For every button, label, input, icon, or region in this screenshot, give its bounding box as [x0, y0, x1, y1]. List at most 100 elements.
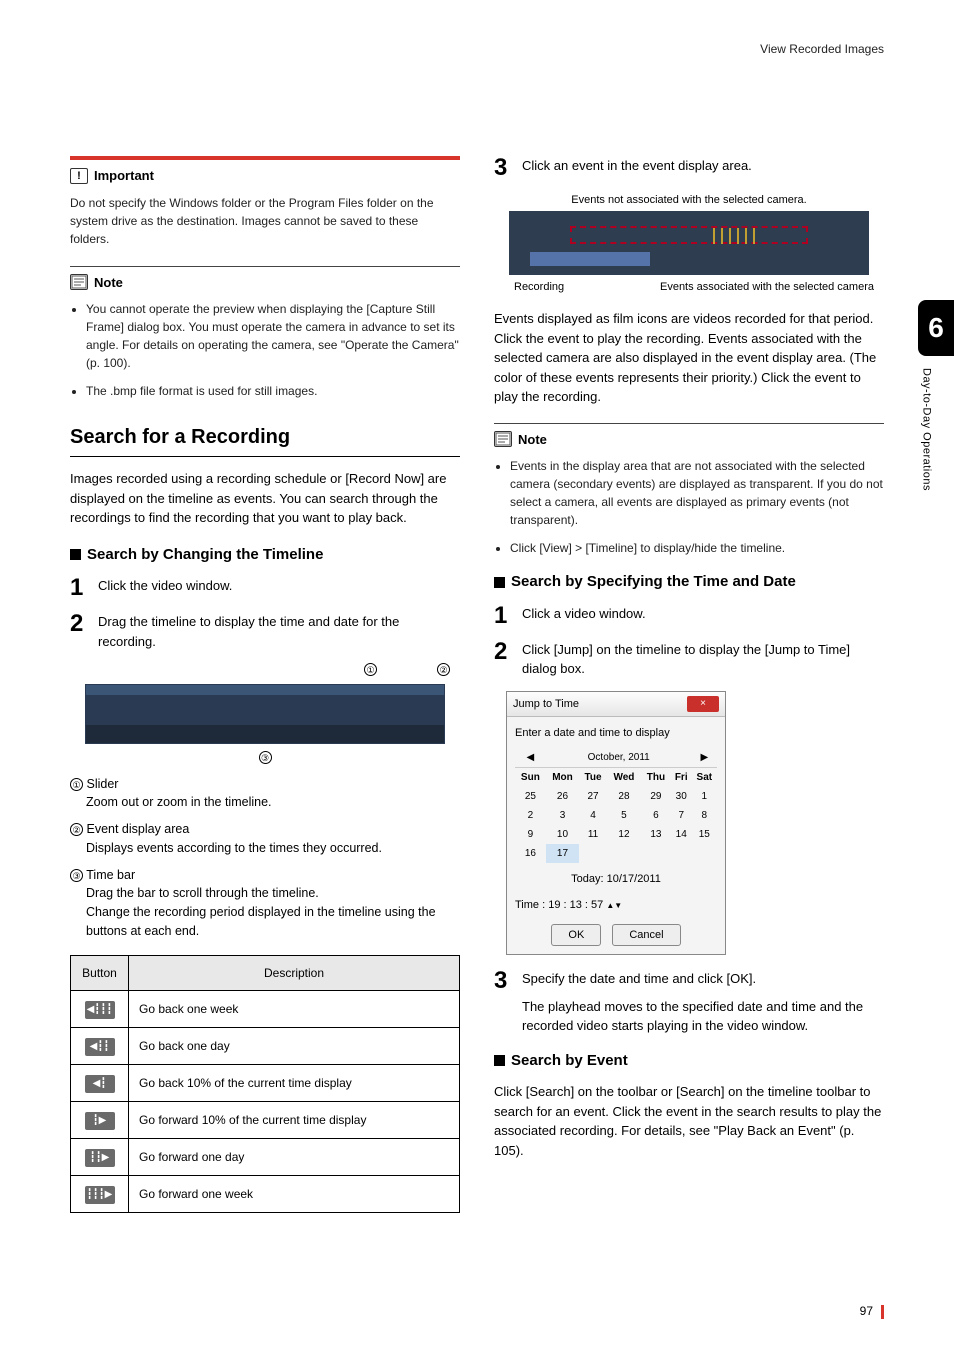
- marker-3: ③: [259, 751, 272, 764]
- calendar[interactable]: ◀October, 2011▶ SunMonTueWedThuFriSat 25…: [515, 748, 717, 863]
- step-t3: 3 Specify the date and time and click [O…: [494, 969, 884, 1036]
- step-text: Click an event in the event display area…: [522, 156, 884, 176]
- important-icon: !: [70, 168, 88, 184]
- side-tab: 6 Day-to-Day Operations: [918, 300, 954, 491]
- note-icon: [494, 431, 512, 447]
- event-paragraph: Click [Search] on the toolbar or [Search…: [494, 1082, 884, 1160]
- cancel-button[interactable]: Cancel: [612, 924, 680, 947]
- table-row: ◀┇┇ Go back one day: [71, 1027, 460, 1064]
- note-callout-right: Note: [494, 423, 884, 450]
- step-t2: 2 Click [Jump] on the timeline to displa…: [494, 640, 884, 679]
- time-label: Time :: [515, 899, 545, 911]
- go-fwd-day-icon: ┇┇▶: [85, 1149, 115, 1167]
- subsection-time: Search by Specifying the Time and Date: [494, 571, 884, 594]
- step-number: 3: [494, 156, 512, 180]
- jump-to-time-dialog: Jump to Time × Enter a date and time to …: [506, 691, 726, 956]
- fig-rec-label: Recording: [494, 279, 634, 296]
- step-1: 1 Click the video window.: [70, 576, 460, 600]
- step-number: 1: [70, 576, 88, 600]
- chapter-label: Day-to-Day Operations: [918, 356, 935, 491]
- step-text: Click a video window.: [522, 604, 884, 624]
- close-icon[interactable]: ×: [687, 696, 719, 712]
- step-text: Click [Jump] on the timeline to display …: [522, 640, 884, 679]
- step-number: 2: [494, 640, 512, 664]
- page-number: 97: [860, 1302, 884, 1320]
- definition-list: ① Slider Zoom out or zoom in the timelin…: [70, 775, 460, 941]
- chapter-number: 6: [918, 300, 954, 356]
- step-text: Drag the timeline to display the time an…: [98, 612, 460, 651]
- step-number: 2: [70, 612, 88, 636]
- table-desc: Go back one day: [129, 1027, 460, 1064]
- note-callout-left: Note: [70, 266, 460, 293]
- section-intro: Images recorded using a recording schedu…: [70, 469, 460, 528]
- step-2: 2 Drag the timeline to display the time …: [70, 612, 460, 651]
- def-title: Time bar: [86, 868, 135, 882]
- step-number: 1: [494, 604, 512, 628]
- dialog-title: Jump to Time: [513, 696, 579, 713]
- note-item: Click [View] > [Timeline] to display/hid…: [510, 539, 884, 557]
- table-desc: Go back 10% of the current time display: [129, 1064, 460, 1101]
- step-t1: 1 Click a video window.: [494, 604, 884, 628]
- col-button: Button: [71, 955, 129, 990]
- note-label: Note: [94, 273, 123, 293]
- time-spinner-icon[interactable]: ▲▼: [606, 901, 622, 910]
- def-body: Zoom out or zoom in the timeline.: [86, 793, 460, 812]
- def-body: Displays events according to the times t…: [86, 839, 460, 858]
- def-title: Event display area: [86, 822, 189, 836]
- go-back-week-icon: ◀┇┇┇: [85, 1001, 115, 1019]
- fig-assoc-label: Events associated with the selected came…: [634, 279, 884, 296]
- section-heading: Search for a Recording: [70, 422, 460, 457]
- def-title: Slider: [86, 777, 118, 791]
- col-description: Description: [129, 955, 460, 990]
- event-figure: Events not associated with the selected …: [494, 192, 884, 295]
- table-desc: Go back one week: [129, 990, 460, 1027]
- cal-next[interactable]: ▶: [692, 748, 717, 768]
- time-value[interactable]: 19 : 13 : 57: [548, 899, 603, 911]
- ok-button[interactable]: OK: [551, 924, 601, 947]
- table-row: ┇┇┇▶ Go forward one week: [71, 1175, 460, 1212]
- step-text: Specify the date and time and click [OK]…: [522, 969, 884, 989]
- buttons-table: Button Description ◀┇┇┇Go back one week …: [70, 955, 460, 1213]
- table-desc: Go forward 10% of the current time displ…: [129, 1101, 460, 1138]
- def-body: Drag the bar to scroll through the timel…: [86, 884, 460, 903]
- cal-prev[interactable]: ◀: [515, 748, 546, 768]
- marker-2: ②: [437, 663, 450, 676]
- step-3: 3 Click an event in the event display ar…: [494, 156, 884, 180]
- step-number: 3: [494, 969, 512, 993]
- note-left-list: You cannot operate the preview when disp…: [70, 300, 460, 400]
- note-item: You cannot operate the preview when disp…: [86, 300, 460, 372]
- cal-month: October, 2011: [546, 748, 692, 768]
- go-back-10pct-icon: ◀┇: [85, 1075, 115, 1093]
- timeline-figure: [85, 684, 445, 744]
- table-row: ┇▶ Go forward 10% of the current time dis…: [71, 1101, 460, 1138]
- table-desc: Go forward one week: [129, 1175, 460, 1212]
- table-row: ◀┇ Go back 10% of the current time displa…: [71, 1064, 460, 1101]
- go-fwd-10pct-icon: ┇▶: [85, 1112, 115, 1130]
- fig-top-label: Events not associated with the selected …: [494, 192, 884, 209]
- running-head: View Recorded Images: [0, 0, 954, 58]
- dialog-prompt: Enter a date and time to display: [515, 725, 717, 742]
- important-label: Important: [94, 166, 154, 186]
- subsection-event: Search by Event: [494, 1050, 884, 1073]
- important-body: Do not specify the Windows folder or the…: [70, 194, 460, 248]
- table-row: ┇┇▶ Go forward one day: [71, 1138, 460, 1175]
- table-desc: Go forward one day: [129, 1138, 460, 1175]
- figure-markers-top: ① ②: [70, 663, 460, 676]
- important-callout: ! Important: [70, 156, 460, 186]
- events-paragraph: Events displayed as film icons are video…: [494, 309, 884, 407]
- cal-today[interactable]: Today: 10/17/2011: [515, 871, 717, 888]
- note-icon: [70, 274, 88, 290]
- go-back-day-icon: ◀┇┇: [85, 1038, 115, 1056]
- marker-1: ①: [364, 663, 377, 676]
- go-fwd-week-icon: ┇┇┇▶: [85, 1186, 115, 1204]
- def-body: Change the recording period displayed in…: [86, 903, 460, 941]
- right-column: 3 Click an event in the event display ar…: [494, 156, 884, 1213]
- note-item: Events in the display area that are not …: [510, 457, 884, 529]
- step-text: Click the video window.: [98, 576, 460, 596]
- note-right-list: Events in the display area that are not …: [494, 457, 884, 557]
- subsection-changing: Search by Changing the Timeline: [70, 544, 460, 567]
- table-row: ◀┇┇┇ Go back one week: [71, 990, 460, 1027]
- note-item: The .bmp file format is used for still i…: [86, 382, 460, 400]
- step-body: The playhead moves to the specified date…: [522, 997, 884, 1036]
- note-label: Note: [518, 430, 547, 450]
